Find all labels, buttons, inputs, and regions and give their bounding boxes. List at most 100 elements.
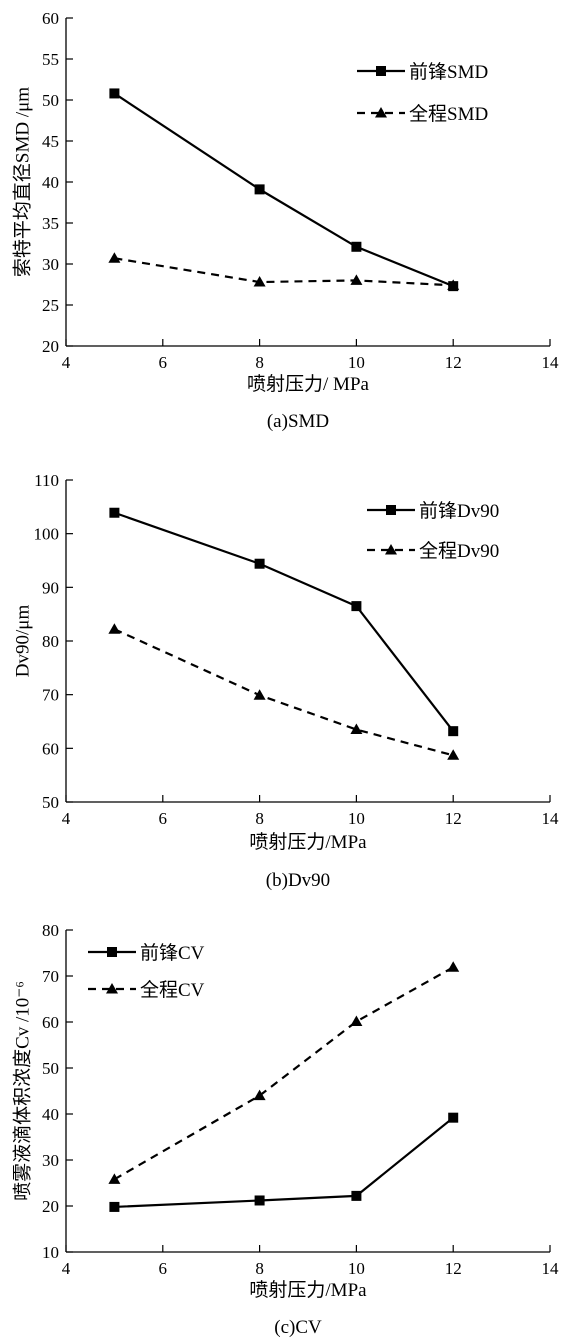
legend-entry: 全程SMD (357, 103, 488, 125)
x-tick-label: 14 (542, 809, 560, 828)
legend-entry: 前锋SMD (357, 61, 488, 83)
y-tick-label: 60 (42, 739, 59, 758)
x-tick-label: 14 (542, 353, 560, 372)
x-tick-label: 10 (348, 809, 365, 828)
x-tick-label: 4 (62, 1259, 71, 1278)
x-axis-label: 喷射压力/MPa (249, 831, 367, 853)
data-point (351, 601, 362, 612)
series-1 (109, 1112, 459, 1212)
x-tick-label: 4 (62, 353, 71, 372)
series-line (113, 966, 454, 1181)
data-point (448, 726, 459, 737)
data-point (448, 1112, 459, 1123)
y-tick-label: 30 (42, 1151, 59, 1170)
legend-label: 前锋Dv90 (419, 500, 499, 522)
y-tick-label: 50 (42, 793, 59, 812)
y-tick-label: 60 (42, 1013, 59, 1032)
x-tick-label: 8 (255, 1259, 264, 1278)
y-tick-label: 35 (42, 214, 59, 233)
y-tick-label: 100 (34, 525, 60, 544)
data-point (109, 1201, 120, 1212)
data-point (254, 1195, 265, 1206)
chart-panel-1: 20 25 30 35 40 45 50 55 60 4 6 8 10 12 14 喷射压力/ MPa 索特平均… (11, 9, 559, 432)
x-axis-label: 喷射压力/MPa (249, 1279, 367, 1301)
chart-caption: (b)Dv90 (266, 870, 330, 891)
data-point (447, 961, 460, 972)
legend-label: 前锋SMD (409, 61, 488, 83)
data-point (447, 749, 460, 760)
legend-entry: 前锋Dv90 (367, 500, 499, 522)
x-tick-label: 12 (445, 1259, 462, 1278)
legend-entry: 前锋CV (88, 942, 205, 964)
legend-entry: 全程Dv90 (367, 540, 499, 562)
data-point (109, 507, 120, 518)
y-tick-label: 25 (42, 296, 59, 315)
data-point (253, 689, 266, 700)
series-2 (108, 623, 460, 760)
x-tick-label: 12 (445, 353, 462, 372)
chart-panel-3: 10 20 30 40 50 60 70 80 4 6 8 10 12 14 喷射压力/MPa 喷雾液滴体积浓… (11, 921, 559, 1338)
x-tick-label: 10 (348, 353, 365, 372)
legend-label: 前锋CV (140, 942, 205, 964)
data-point (108, 252, 121, 263)
y-tick-label: 20 (42, 337, 59, 356)
y-tick-label: 90 (42, 578, 59, 597)
y-tick-label: 80 (42, 921, 59, 940)
y-tick-label: 45 (42, 132, 59, 151)
data-point (351, 241, 362, 252)
legend-entry: 全程CV (88, 979, 205, 1001)
series-1 (109, 88, 459, 292)
data-point (108, 1173, 121, 1184)
y-axis-label: 索特平均直径SMD /μm (11, 87, 33, 277)
series-line (113, 628, 454, 757)
legend-label: 全程Dv90 (419, 540, 499, 562)
data-point (350, 274, 363, 285)
x-tick-label: 8 (255, 809, 264, 828)
data-point (108, 623, 121, 634)
x-tick-label: 14 (542, 1259, 560, 1278)
data-point (253, 1089, 266, 1101)
y-tick-label: 50 (42, 1059, 59, 1078)
series-2 (108, 252, 460, 290)
legend-marker (106, 983, 118, 994)
y-tick-label: 50 (42, 91, 59, 110)
legend-marker (375, 107, 387, 118)
series-line (114, 511, 455, 732)
y-tick-label: 55 (42, 50, 59, 69)
x-tick-label: 10 (348, 1259, 365, 1278)
x-tick-label: 6 (159, 1259, 168, 1278)
legend-marker (376, 66, 386, 76)
y-tick-label: 80 (42, 632, 59, 651)
legend-label: 全程SMD (409, 103, 488, 125)
y-tick-label: 20 (42, 1197, 59, 1216)
y-tick-label: 10 (42, 1243, 59, 1262)
y-axis-label: 喷雾液滴体积浓度Cv /10⁻⁶ (11, 981, 33, 1201)
x-tick-label: 8 (255, 353, 264, 372)
chart-caption: (c)CV (274, 1317, 322, 1338)
x-tick-label: 6 (159, 353, 168, 372)
x-tick-label: 12 (445, 809, 462, 828)
y-tick-label: 70 (42, 686, 59, 705)
data-point (254, 184, 265, 195)
data-point (109, 88, 120, 99)
y-tick-label: 30 (42, 255, 59, 274)
legend-marker (107, 947, 117, 957)
y-tick-label: 110 (34, 471, 59, 490)
x-tick-label: 6 (159, 809, 168, 828)
data-point (351, 1190, 362, 1201)
data-point (254, 558, 265, 569)
y-tick-label: 70 (42, 967, 59, 986)
legend-marker (385, 544, 397, 555)
series-1 (109, 507, 459, 737)
data-point (253, 276, 266, 287)
data-point (350, 1015, 363, 1027)
data-point (350, 723, 363, 735)
legend-marker (386, 505, 396, 515)
data-point (447, 279, 460, 290)
x-axis-label: 喷射压力/ MPa (247, 373, 369, 395)
series-line (114, 1116, 454, 1209)
chart-panel-2: 50 60 70 80 90 100 110 4 6 8 10 12 14 喷射压力/MPa Dv90/μm… (12, 471, 559, 891)
series-line (113, 92, 454, 288)
x-tick-label: 4 (62, 809, 71, 828)
